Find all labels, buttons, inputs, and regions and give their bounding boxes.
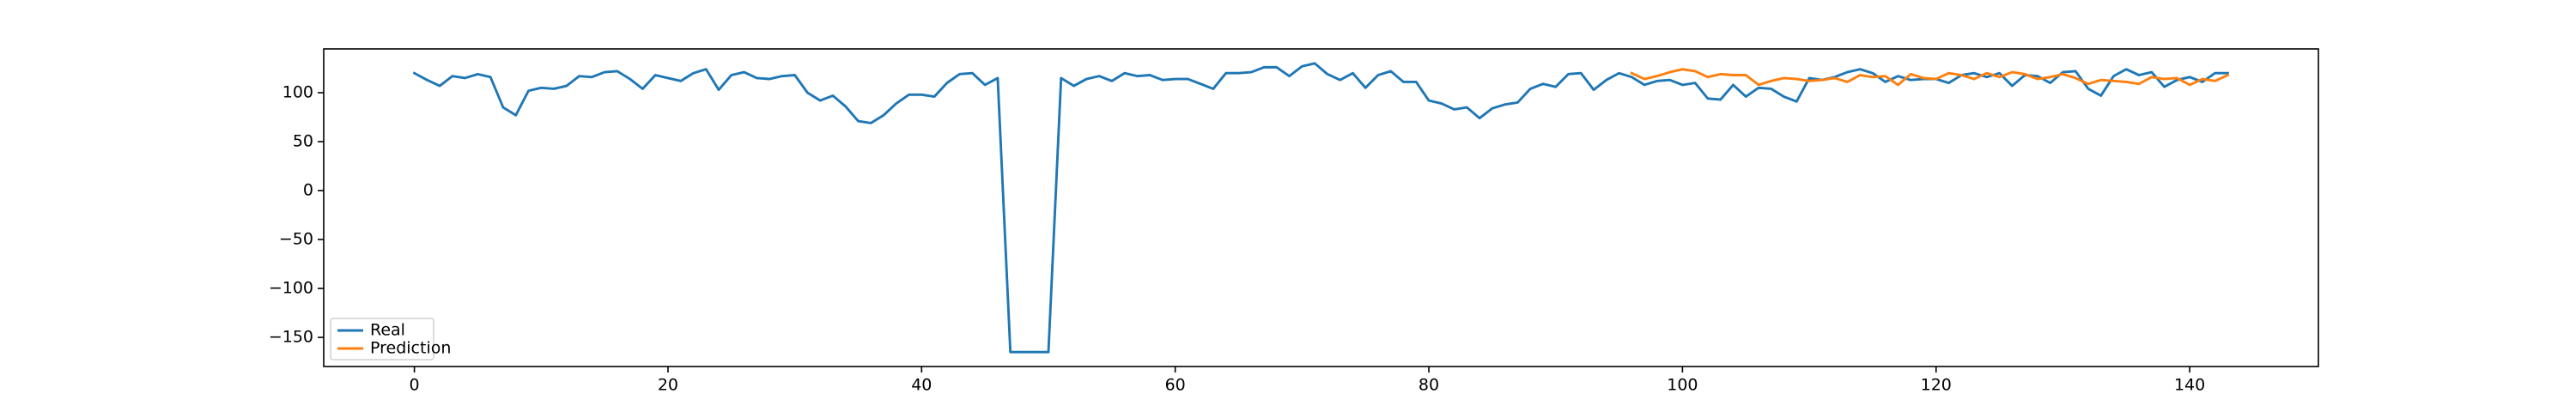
x-tick-label: 140 <box>2174 376 2205 395</box>
line-series <box>412 62 2229 354</box>
y-tick-label: −150 <box>269 328 313 347</box>
x-tick-label: 80 <box>1419 376 1439 395</box>
y-tick-label: −100 <box>269 279 313 298</box>
x-tick-label: 0 <box>410 376 420 395</box>
plot-frame <box>323 48 2319 367</box>
y-tick-label: 50 <box>293 132 313 151</box>
x-tick-label: 60 <box>1165 376 1186 395</box>
y-tick-label: 100 <box>283 83 313 102</box>
x-tick-label: 100 <box>1667 376 1698 395</box>
x-tick-label: 40 <box>911 376 932 395</box>
legend-label: Prediction <box>370 339 451 358</box>
y-tick-label: 0 <box>303 181 313 200</box>
y-tick-label: −50 <box>279 230 313 249</box>
line-series <box>1630 68 2230 87</box>
x-tick-label: 120 <box>1921 376 1952 395</box>
legend-label: Real <box>370 321 405 340</box>
x-tick-label: 20 <box>658 376 678 395</box>
